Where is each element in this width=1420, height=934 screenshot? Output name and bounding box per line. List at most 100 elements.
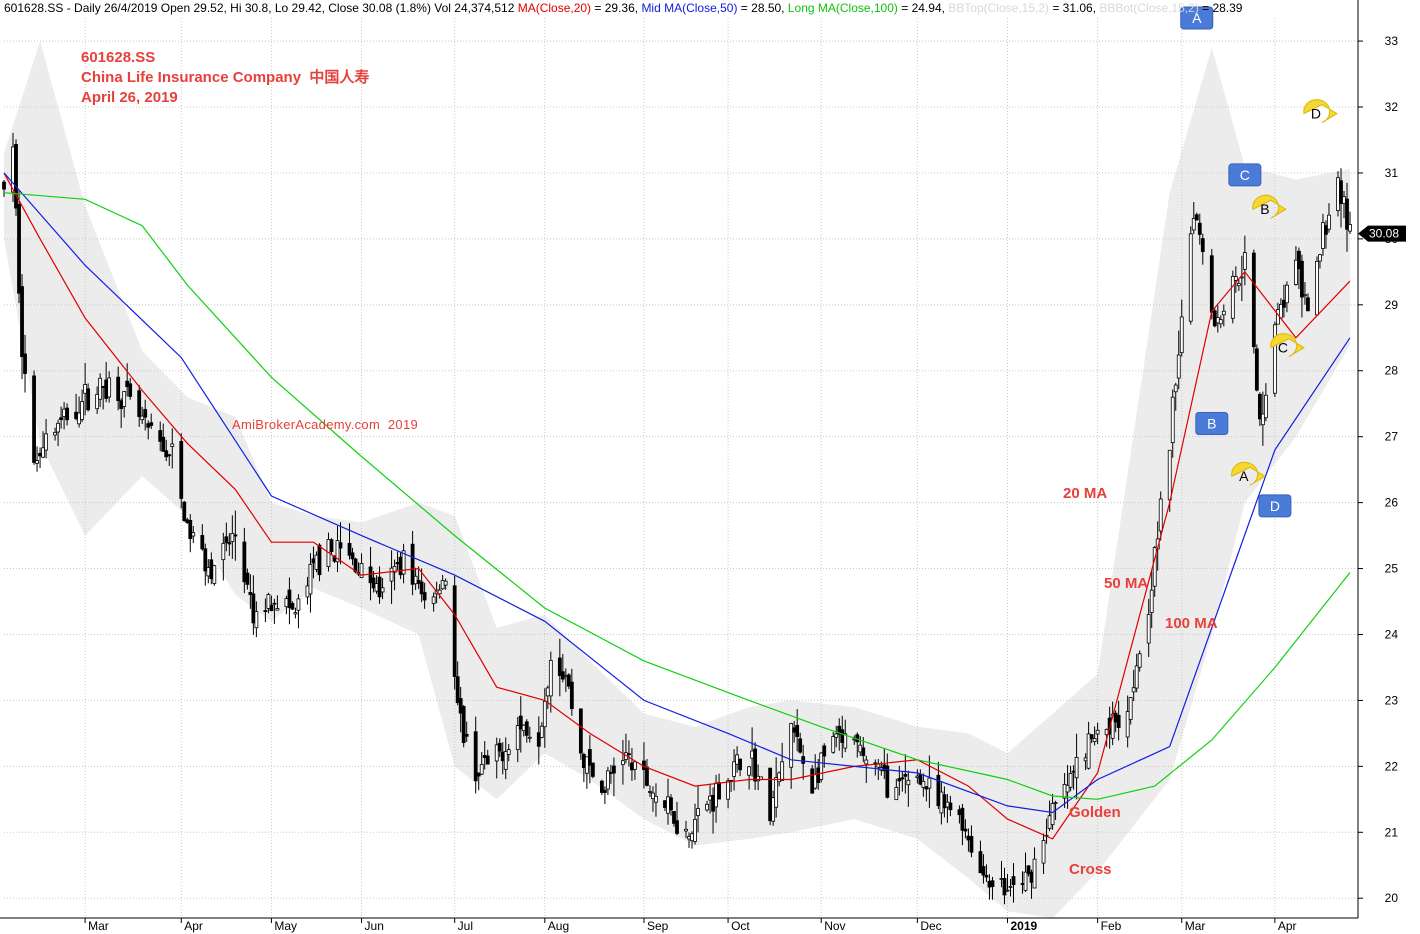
candle-body — [780, 761, 785, 781]
candle-body — [1041, 840, 1046, 864]
marker-bubble-label: A — [1239, 468, 1249, 484]
candle-body — [987, 880, 992, 888]
candle-body — [612, 765, 616, 774]
candle-body — [221, 543, 226, 561]
candle-body — [651, 792, 655, 800]
candle-body — [609, 772, 613, 774]
candle-body — [1197, 222, 1202, 235]
moving-average-lines — [3, 172, 1351, 840]
candle-body — [590, 762, 595, 777]
candle-body — [377, 576, 382, 598]
candle-body — [1137, 653, 1142, 668]
candle-body — [1242, 252, 1247, 270]
candle-body — [732, 761, 736, 777]
candle-body — [230, 533, 235, 542]
candle-body — [1300, 260, 1304, 298]
candle-body — [1008, 885, 1013, 888]
candle-body — [876, 763, 881, 768]
candle-body — [1294, 259, 1298, 285]
candle-body — [1218, 319, 1223, 325]
candle-body — [248, 591, 253, 595]
last-price-tag — [1358, 225, 1406, 242]
candle-body — [101, 385, 106, 388]
header-ma20-value: = 29.36, — [591, 1, 642, 15]
marker-bubble-b — [1252, 194, 1287, 219]
candle-body — [1158, 498, 1163, 532]
candle-body — [627, 753, 631, 756]
candle-body — [209, 559, 214, 580]
candle-body — [693, 818, 697, 842]
candle-body — [179, 440, 184, 499]
candle-body — [1176, 354, 1181, 379]
candle-body — [1318, 254, 1322, 262]
x-tick-label: 2019 — [1010, 919, 1037, 933]
y-tick-label: 27 — [1385, 430, 1399, 444]
candle-body — [164, 450, 169, 458]
candle-body — [918, 774, 923, 785]
candle-body — [1134, 665, 1139, 689]
candle-body — [443, 580, 448, 586]
candle-body — [957, 809, 962, 816]
candle-body — [521, 724, 526, 732]
last-price-label: 30.08 — [1369, 227, 1399, 241]
x-tick-label: Feb — [1101, 919, 1122, 933]
candle-body — [1272, 324, 1277, 394]
candle-body — [479, 764, 484, 775]
candle-body — [801, 756, 806, 764]
candle-body — [116, 376, 121, 402]
candle-body — [1083, 757, 1088, 762]
candle-body — [1026, 865, 1031, 875]
candle-body — [245, 572, 250, 585]
candle-body — [275, 608, 280, 611]
candle-body — [329, 539, 334, 553]
candle-body — [630, 762, 634, 771]
ma20-annotation: 20 MA — [1063, 485, 1108, 502]
x-tick-label: Dec — [920, 919, 941, 933]
x-tick-label: Sep — [647, 919, 669, 933]
candle-body — [1011, 876, 1016, 885]
header-bbtop-value: = 31.06, — [1049, 1, 1100, 15]
candle-body — [35, 460, 39, 464]
candle-body — [284, 598, 289, 608]
candle-body — [86, 388, 91, 411]
candle-body — [789, 723, 794, 768]
candle-body — [1023, 871, 1028, 891]
marker-box-c — [1228, 163, 1262, 187]
candle-body — [864, 759, 869, 765]
candle-body — [1050, 803, 1055, 826]
candle-body — [1062, 784, 1067, 799]
candle-body — [1212, 310, 1217, 327]
y-tick-label: 22 — [1385, 759, 1399, 773]
candle-body — [44, 433, 48, 451]
candle-body — [843, 733, 848, 749]
y-tick-label: 32 — [1385, 100, 1399, 114]
candle-body — [753, 748, 758, 782]
candle-body — [584, 756, 589, 774]
header-interval-date: - Daily 26/4/2019 — [63, 1, 161, 15]
bollinger-band-area — [4, 41, 1350, 919]
candle-body — [1194, 214, 1199, 221]
candle-body — [455, 676, 460, 704]
candle-body — [936, 774, 941, 807]
candle-body — [140, 415, 145, 421]
candle-body — [750, 750, 755, 759]
candle-body — [717, 782, 721, 800]
candle-body — [125, 380, 130, 388]
candle-body — [1327, 214, 1331, 230]
candle-body — [395, 561, 400, 565]
candle-body — [1342, 196, 1346, 204]
candle-body — [185, 519, 190, 523]
candle-body — [359, 563, 364, 578]
candle-body — [978, 851, 983, 874]
candle-body — [374, 583, 379, 592]
candle-body — [74, 411, 79, 420]
candle-body — [969, 836, 974, 853]
candle-body — [563, 675, 568, 678]
candle-body — [296, 598, 301, 611]
candle-body — [1095, 729, 1100, 735]
header-ma100-value: = 24.94, — [897, 1, 949, 15]
candle-body — [23, 353, 27, 374]
candle-body — [1251, 252, 1256, 348]
candle-body — [1215, 317, 1220, 324]
